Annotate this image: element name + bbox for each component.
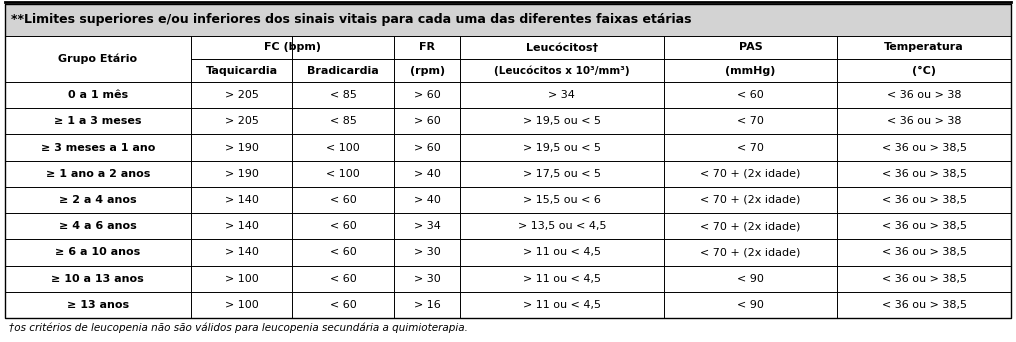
Text: < 60: < 60 [330, 195, 357, 205]
Bar [5, 239, 1011, 265]
Text: ≥ 6 a 10 anos: ≥ 6 a 10 anos [55, 248, 140, 258]
Text: > 17,5 ou < 5: > 17,5 ou < 5 [523, 169, 600, 179]
Text: FR: FR [420, 42, 435, 53]
Bar [5, 187, 1011, 213]
Text: < 85: < 85 [330, 90, 357, 100]
Text: < 70 + (2x idade): < 70 + (2x idade) [700, 221, 801, 231]
Text: < 100: < 100 [326, 169, 361, 179]
Text: < 90: < 90 [737, 300, 764, 310]
Text: > 11 ou < 4,5: > 11 ou < 4,5 [523, 274, 600, 284]
Text: Bradicardia: Bradicardia [308, 66, 379, 76]
Text: Taquicardia: Taquicardia [205, 66, 277, 76]
Text: < 70: < 70 [737, 116, 764, 126]
Text: FC (bpm): FC (bpm) [264, 42, 321, 53]
Text: < 36 ou > 38,5: < 36 ou > 38,5 [882, 248, 966, 258]
Text: ≥ 3 meses a 1 ano: ≥ 3 meses a 1 ano [41, 143, 155, 153]
Text: ≥ 1 a 3 meses: ≥ 1 a 3 meses [54, 116, 141, 126]
Text: < 36 ou > 38: < 36 ou > 38 [887, 116, 961, 126]
Bar [5, 4, 1011, 36]
Text: > 140: > 140 [225, 195, 258, 205]
Text: < 85: < 85 [330, 116, 357, 126]
Text: > 60: > 60 [414, 116, 441, 126]
Text: (°C): (°C) [912, 65, 936, 76]
Text: > 140: > 140 [225, 221, 258, 231]
Bar [5, 36, 1011, 82]
Bar [5, 213, 1011, 239]
Text: < 100: < 100 [326, 143, 361, 153]
Text: > 60: > 60 [414, 90, 441, 100]
Text: < 36 ou > 38: < 36 ou > 38 [887, 90, 961, 100]
Text: 0 a 1 mês: 0 a 1 mês [68, 90, 128, 100]
Text: < 70 + (2x idade): < 70 + (2x idade) [700, 195, 801, 205]
Text: > 16: > 16 [414, 300, 441, 310]
Text: (Leucócitos x 10³/mm³): (Leucócitos x 10³/mm³) [494, 65, 630, 76]
Text: > 34: > 34 [549, 90, 575, 100]
Text: Grupo Etário: Grupo Etário [58, 54, 137, 64]
Text: < 60: < 60 [330, 300, 357, 310]
Text: > 205: > 205 [225, 90, 258, 100]
Text: ≥ 1 ano a 2 anos: ≥ 1 ano a 2 anos [46, 169, 150, 179]
Text: > 190: > 190 [225, 169, 258, 179]
Text: ≥ 10 a 13 anos: ≥ 10 a 13 anos [52, 274, 144, 284]
Text: > 30: > 30 [414, 248, 441, 258]
Text: > 190: > 190 [225, 143, 258, 153]
Text: > 11 ou < 4,5: > 11 ou < 4,5 [523, 300, 600, 310]
Text: > 19,5 ou < 5: > 19,5 ou < 5 [523, 143, 600, 153]
Text: > 13,5 ou < 4,5: > 13,5 ou < 4,5 [517, 221, 607, 231]
Text: > 19,5 ou < 5: > 19,5 ou < 5 [523, 116, 600, 126]
Text: > 11 ou < 4,5: > 11 ou < 4,5 [523, 248, 600, 258]
Text: < 60: < 60 [330, 248, 357, 258]
Text: < 60: < 60 [330, 221, 357, 231]
Bar [5, 82, 1011, 108]
Text: < 70 + (2x idade): < 70 + (2x idade) [700, 248, 801, 258]
Text: > 30: > 30 [414, 274, 441, 284]
Text: < 70: < 70 [737, 143, 764, 153]
Text: ≥ 4 a 6 anos: ≥ 4 a 6 anos [59, 221, 137, 231]
Text: ≥ 2 a 4 anos: ≥ 2 a 4 anos [59, 195, 136, 205]
Text: > 100: > 100 [225, 274, 258, 284]
Text: †os critérios de leucopenia não são válidos para leucopenia secundária a quimiot: †os critérios de leucopenia não são váli… [9, 323, 468, 333]
Text: < 60: < 60 [330, 274, 357, 284]
Text: > 40: > 40 [414, 195, 441, 205]
Text: > 140: > 140 [225, 248, 258, 258]
Text: < 90: < 90 [737, 274, 764, 284]
Text: < 36 ou > 38,5: < 36 ou > 38,5 [882, 169, 966, 179]
Text: (mmHg): (mmHg) [725, 66, 775, 76]
Text: > 34: > 34 [414, 221, 441, 231]
Text: > 15,5 ou < 6: > 15,5 ou < 6 [523, 195, 600, 205]
Bar [5, 265, 1011, 292]
Text: **Limites superiores e/ou inferiores dos sinais vitais para cada uma das diferen: **Limites superiores e/ou inferiores dos… [11, 13, 692, 26]
Text: > 60: > 60 [414, 143, 441, 153]
Text: Leucócitos†: Leucócitos† [526, 42, 598, 53]
Text: > 205: > 205 [225, 116, 258, 126]
Text: < 70 + (2x idade): < 70 + (2x idade) [700, 169, 801, 179]
Bar [5, 292, 1011, 318]
Text: < 36 ou > 38,5: < 36 ou > 38,5 [882, 221, 966, 231]
Text: Temperatura: Temperatura [884, 42, 964, 53]
Text: PAS: PAS [739, 42, 762, 53]
Text: < 36 ou > 38,5: < 36 ou > 38,5 [882, 143, 966, 153]
Text: > 100: > 100 [225, 300, 258, 310]
Bar [5, 134, 1011, 161]
Text: ≥ 13 anos: ≥ 13 anos [67, 300, 129, 310]
Text: (rpm): (rpm) [409, 66, 445, 76]
Bar [5, 161, 1011, 187]
Text: < 36 ou > 38,5: < 36 ou > 38,5 [882, 274, 966, 284]
Bar [5, 108, 1011, 134]
Text: < 60: < 60 [738, 90, 764, 100]
Text: < 36 ou > 38,5: < 36 ou > 38,5 [882, 300, 966, 310]
Text: > 40: > 40 [414, 169, 441, 179]
Text: < 36 ou > 38,5: < 36 ou > 38,5 [882, 195, 966, 205]
